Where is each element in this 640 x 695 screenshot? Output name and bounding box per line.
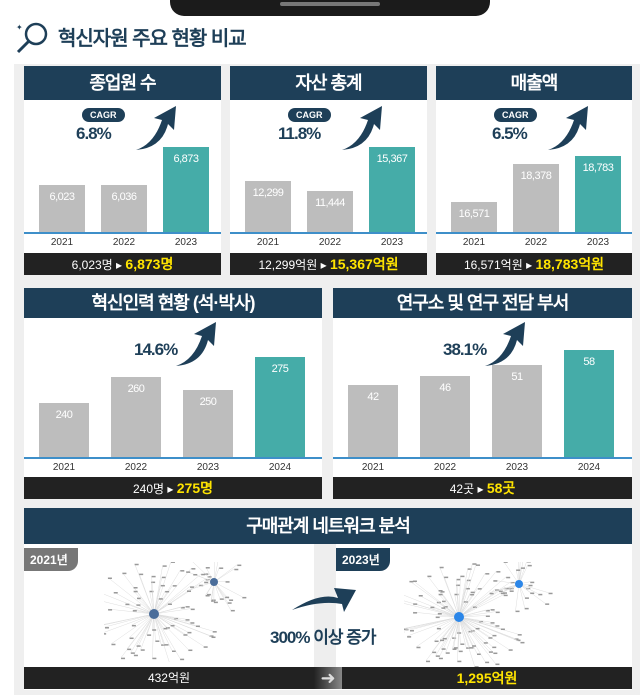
x-tick-label: 2024	[268, 462, 292, 473]
growth-rate: 38.1%	[443, 340, 487, 359]
bar: 15,367	[369, 146, 415, 232]
summary-bar: 42곳 ▸ 58곳	[333, 477, 632, 499]
summary-from: 240명	[132, 482, 165, 496]
network-title: 구매관계 네트워크 분석	[24, 508, 632, 544]
summary-to: 58곳	[486, 480, 516, 496]
clipboard-clip	[170, 0, 490, 16]
svg-text:✦: ✦	[16, 23, 23, 32]
summary-to: 275명	[176, 480, 213, 496]
growth-arrow-icon	[548, 106, 588, 150]
bar: 260	[111, 376, 161, 457]
bar: 51	[492, 365, 542, 457]
summary-to: 18,783억원	[535, 256, 605, 272]
bar: 58	[564, 350, 614, 457]
divider	[314, 544, 336, 668]
bar: 250	[183, 389, 233, 457]
right-arrow-icon: ➜	[314, 667, 342, 689]
growth-arrow-icon	[292, 588, 356, 612]
summary-from: 16,571억원	[463, 258, 523, 272]
growth-arrow-icon	[485, 322, 525, 366]
magnifier-icon: ✦	[16, 22, 48, 54]
cagr-badge: CAGR	[494, 108, 537, 122]
baseline	[436, 232, 632, 234]
summary-bar: 16,571억원 ▸ 18,783억원	[436, 253, 632, 275]
growth-rate: 11.8%	[278, 124, 321, 143]
value-2021: 432억원	[147, 671, 191, 685]
chart-panel: 자산 총계 CAGR 11.8% 12,299 2021 11,444 2022 15,367…	[230, 66, 427, 275]
summary-bar: 12,299억원 ▸ 15,367억원	[230, 253, 427, 275]
baseline	[333, 457, 632, 459]
summary-from: 12,299억원	[258, 258, 318, 272]
network-summary-right: 1,295억원	[342, 667, 632, 689]
summary-bar: 240명 ▸ 275명	[24, 477, 322, 499]
x-tick-label: 2021	[256, 237, 280, 248]
bar: 46	[420, 376, 470, 457]
growth-rate: 14.6%	[134, 340, 178, 359]
x-tick-label: 2023	[586, 237, 610, 248]
page-title: 혁신자원 주요 현황 비교	[58, 28, 247, 50]
x-tick-label: 2022	[318, 237, 342, 248]
summary-to: 6,873명	[125, 256, 174, 272]
network-change: 300% 이상 증가	[270, 628, 376, 647]
network-graph-2023	[404, 562, 553, 667]
bar: 42	[348, 385, 398, 457]
growth-rate: 6.8%	[76, 124, 112, 143]
growth-arrow-icon	[136, 106, 176, 150]
x-tick-label: 2022	[433, 462, 457, 473]
baseline	[230, 232, 427, 234]
network-graph-2021	[104, 562, 247, 662]
bar: 275	[255, 356, 305, 457]
growth-arrow-icon	[176, 322, 216, 366]
chart-title: 연구소 및 연구 전담 부서	[333, 288, 632, 318]
x-tick-label: 2021	[50, 237, 74, 248]
x-tick-label: 2024	[577, 462, 601, 473]
bar: 6,873	[163, 147, 209, 232]
x-tick-label: 2022	[524, 237, 548, 248]
chart-panel: 연구소 및 연구 전담 부서 38.1% 42 2021 46 2022 51 2023 58 2…	[333, 288, 632, 499]
bar: 6,036	[101, 184, 147, 232]
growth-rate: 6.5%	[492, 124, 528, 143]
summary-bar: 6,023명 ▸ 6,873명	[24, 253, 221, 275]
chart-title: 매출액	[436, 66, 632, 100]
bar: 16,571	[451, 201, 497, 232]
network-summary-left: 432억원	[24, 667, 314, 689]
summary-to: 15,367억원	[329, 256, 399, 272]
baseline	[24, 232, 221, 234]
x-tick-label: 2023	[196, 462, 220, 473]
x-tick-label: 2022	[124, 462, 148, 473]
bar: 18,783	[575, 155, 621, 232]
bar: 240	[39, 403, 89, 457]
year-tag-2023: 2023년	[336, 548, 390, 571]
chart-panel: 혁신인력 현황 (석·박사) 14.6% 240 2021 260 2022 250 2023…	[24, 288, 322, 499]
bar: 6,023	[39, 185, 85, 232]
baseline	[24, 457, 322, 459]
cagr-badge: CAGR	[288, 108, 331, 122]
chart-title: 종업원 수	[24, 66, 221, 100]
network-panel: 구매관계 네트워크 분석 2021년 2023년 300% 이상 증가 432억…	[24, 508, 632, 690]
x-tick-label: 2023	[505, 462, 529, 473]
x-tick-label: 2023	[174, 237, 198, 248]
x-tick-label: 2021	[52, 462, 76, 473]
chart-panel: 종업원 수 CAGR 6.8% 6,023 2021 6,036 2022 6,873 2023…	[24, 66, 221, 275]
x-tick-label: 2021	[462, 237, 486, 248]
chart-title: 혁신인력 현황 (석·박사)	[24, 288, 322, 318]
cagr-badge: CAGR	[82, 108, 125, 122]
bar: 11,444	[307, 191, 353, 232]
summary-from: 42곳	[449, 482, 475, 496]
x-tick-label: 2023	[380, 237, 404, 248]
bar: 12,299	[245, 181, 291, 232]
bar: 18,378	[513, 164, 559, 232]
x-tick-label: 2022	[112, 237, 136, 248]
chart-title: 자산 총계	[230, 66, 427, 100]
value-2023: 1,295억원	[456, 670, 518, 686]
summary-from: 6,023명	[71, 258, 113, 272]
year-tag-2021: 2021년	[24, 548, 78, 571]
x-tick-label: 2021	[361, 462, 385, 473]
growth-arrow-icon	[342, 106, 382, 150]
chart-panel: 매출액 CAGR 6.5% 16,571 2021 18,378 2022 18,783 202…	[436, 66, 632, 275]
